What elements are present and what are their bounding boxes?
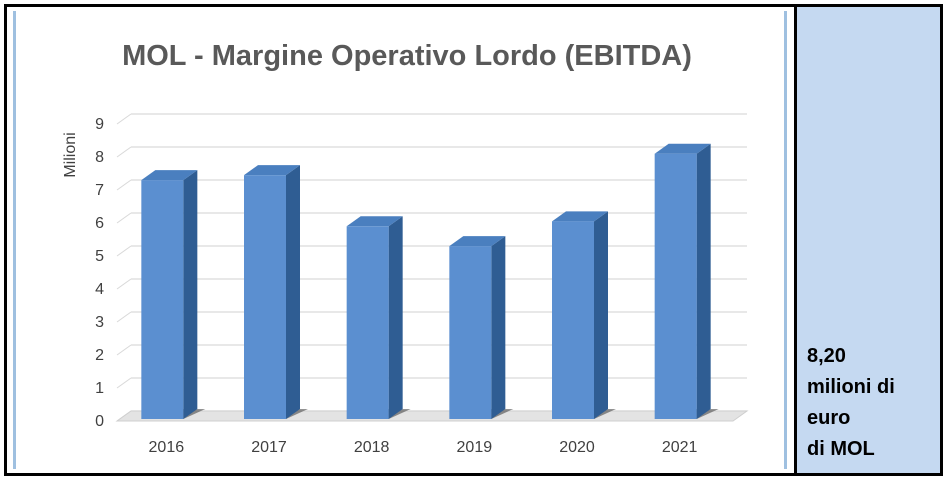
gridline-diag-6: [116, 212, 132, 224]
mol-unit-line-2: euro: [807, 407, 851, 429]
bar-top-2021: [654, 143, 711, 154]
x-tick-label-2021: 2021: [662, 439, 698, 456]
gridline-diag-1: [116, 377, 132, 389]
gridline-diag-9: [116, 113, 132, 125]
chart-floor: [115, 410, 749, 422]
bar-2020: [552, 221, 594, 419]
floor-plane: [115, 410, 749, 422]
bar-2018: [346, 226, 389, 419]
mol-value: 8,20: [807, 345, 846, 367]
bar-side-2018: [388, 216, 403, 419]
bar-top-2019: [449, 236, 506, 247]
ebitda-bar-chart: MOL - Margine Operativo Lordo (EBITDA) M…: [62, 40, 749, 456]
mol-unit-line-1: milioni di: [807, 376, 895, 398]
y-tick-label-4: 4: [95, 281, 104, 298]
gridline-diag-7: [116, 179, 132, 191]
mol-summary-note: 8,20 milioni di euro di MOL: [807, 341, 937, 465]
bar-side-2019: [491, 236, 506, 419]
chart-title: MOL - Margine Operativo Lordo (EBITDA): [122, 40, 692, 72]
bar-2019: [449, 246, 492, 419]
bar-2017: [244, 175, 286, 419]
chart-panel: MOL - Margine Operativo Lordo (EBITDA) M…: [7, 7, 794, 473]
y-axis-label: Milioni: [62, 132, 79, 177]
bar-top-2018: [346, 216, 403, 227]
y-tick-label-2: 2: [95, 347, 104, 364]
bar-side-2016: [183, 170, 198, 419]
figure-frame: MOL - Margine Operativo Lordo (EBITDA) M…: [4, 4, 943, 476]
bar-top-2017: [244, 165, 300, 176]
x-tick-labels: 2016 2017 2018 2019 2020 2021: [149, 439, 698, 456]
bar-top-2016: [141, 170, 198, 181]
gridline-diag-5: [116, 245, 132, 257]
bar-side-2021: [696, 143, 711, 419]
x-tick-label-2017: 2017: [251, 439, 287, 456]
y-tick-label-3: 3: [95, 314, 104, 331]
gridline-diag-8: [116, 146, 132, 158]
panel-divider: [794, 7, 797, 473]
y-tick-label-7: 7: [95, 182, 104, 199]
y-tick-label-5: 5: [95, 248, 104, 265]
gridline-diag-3: [116, 311, 132, 323]
bar-side-2017: [286, 165, 300, 419]
bar-2021: [654, 153, 697, 419]
y-tick-label-9: 9: [95, 116, 104, 133]
gridlines: [116, 113, 747, 422]
x-tick-label-2016: 2016: [149, 439, 185, 456]
side-panel: 8,20 milioni di euro di MOL: [797, 7, 940, 473]
x-tick-label-2019: 2019: [457, 439, 493, 456]
x-tick-label-2018: 2018: [354, 439, 390, 456]
y-tick-label-6: 6: [95, 215, 104, 232]
bar-side-2020: [594, 211, 608, 419]
mol-unit-line-3: di MOL: [807, 438, 875, 460]
gridline-diag-2: [116, 344, 132, 356]
x-tick-label-2020: 2020: [559, 439, 595, 456]
chart-border: [13, 11, 787, 469]
y-tick-labels: 0 1 2 3 4 5 6 7 8 9: [95, 116, 104, 430]
y-tick-label-8: 8: [95, 149, 104, 166]
y-tick-label-1: 1: [95, 380, 104, 397]
bar-2016: [141, 180, 184, 419]
bar-top-2020: [552, 211, 608, 222]
y-tick-label-0: 0: [95, 413, 104, 430]
gridline-diag-4: [116, 278, 132, 290]
bars: [141, 143, 719, 419]
